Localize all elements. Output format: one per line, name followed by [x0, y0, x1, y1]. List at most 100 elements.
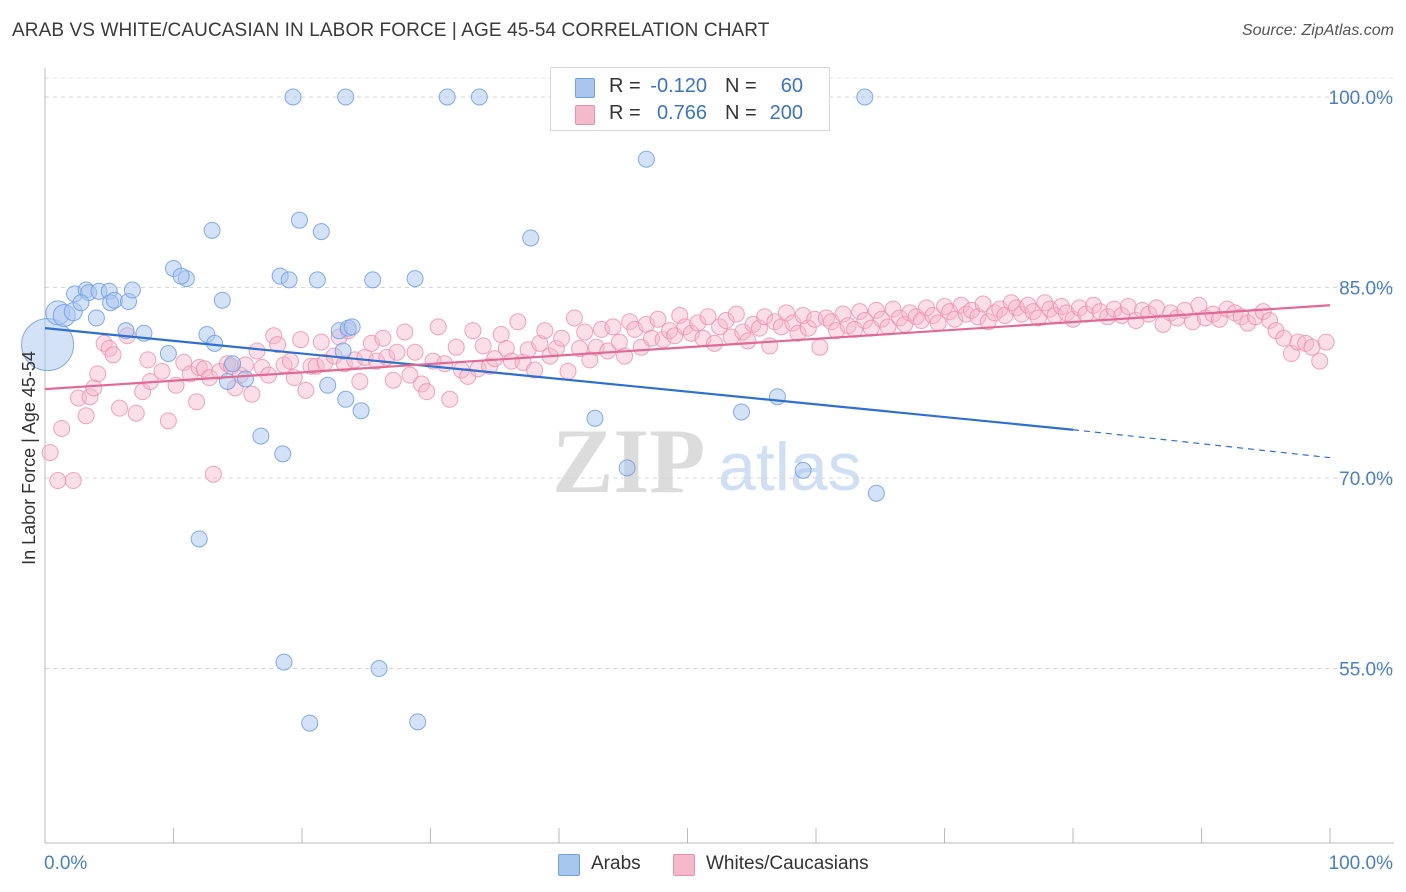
arabs-point	[224, 355, 242, 373]
arabs-point	[337, 88, 355, 106]
whites-point	[531, 334, 549, 352]
whites-point	[418, 383, 436, 401]
arabs-point	[275, 653, 293, 671]
whites-point	[1232, 308, 1250, 326]
arabs-point	[290, 211, 308, 229]
whites-point	[265, 327, 283, 345]
whites-point	[565, 309, 583, 327]
arabs-point	[190, 530, 208, 548]
arabs-point	[159, 345, 177, 363]
arabs-point	[794, 461, 812, 479]
arabs-point	[301, 714, 319, 732]
whites-point	[1070, 299, 1088, 317]
whites-point	[139, 351, 157, 369]
legend-n-value: 60	[780, 75, 803, 97]
whites-point	[1058, 304, 1076, 322]
legend-row-arabs: R = -0.120 N = 60	[551, 73, 829, 101]
whites-point	[204, 465, 222, 483]
arabs-point	[438, 88, 456, 106]
whites-point	[811, 338, 829, 356]
stats-legend: R = -0.120 N = 60 R = 0.766 N = 200	[550, 67, 830, 131]
whites-point	[188, 393, 206, 411]
arabs-point	[308, 271, 326, 289]
whites-point	[536, 322, 554, 340]
whites-point	[553, 329, 571, 347]
arabs-point	[72, 294, 90, 312]
whites-point	[1303, 338, 1321, 356]
arabs-points	[21, 88, 885, 732]
arabs-point	[284, 88, 302, 106]
arabs-point	[637, 150, 655, 168]
whites-point	[974, 295, 992, 313]
whites-point	[969, 308, 987, 326]
arabs-point	[312, 223, 330, 241]
whites-point	[243, 385, 261, 403]
whites-point	[867, 301, 885, 319]
x-tick-label: 0.0%	[44, 853, 87, 874]
source-credit: Source: ZipAtlas.com	[1241, 22, 1394, 39]
whites-point	[464, 322, 482, 340]
arabs-point	[352, 402, 370, 420]
whites-point	[727, 305, 745, 323]
whites-point	[302, 357, 320, 375]
whites-point	[979, 313, 997, 331]
whites-point	[711, 318, 729, 336]
arabs-point	[252, 427, 270, 445]
whites-point	[699, 308, 717, 326]
y-tick-labels: 100.0% 85.0% 70.0% 55.0%	[1329, 88, 1394, 681]
whites-point	[705, 334, 723, 352]
whites-point	[576, 323, 594, 341]
x-tick-label: 100.0%	[1329, 853, 1394, 874]
legend-label-arabs: Arabs	[591, 853, 641, 874]
whites-point	[1029, 309, 1047, 327]
whites-point	[1148, 299, 1166, 317]
arabs-point	[343, 318, 361, 336]
arabs-point	[87, 309, 105, 327]
whites-point	[401, 366, 419, 384]
whites-point	[1311, 352, 1329, 370]
whites-point	[388, 343, 406, 361]
whites-point	[936, 298, 953, 316]
whites-point	[474, 337, 492, 355]
whites-point	[789, 324, 807, 342]
legend-r-label: R =	[609, 102, 641, 124]
watermark-atlas: atlas	[718, 429, 862, 505]
arabs-point	[280, 271, 298, 289]
arabs-point	[409, 713, 427, 731]
whites-point	[351, 372, 369, 390]
legend-row-whites: R = 0.766 N = 200	[551, 100, 829, 128]
whites-point	[717, 312, 735, 330]
arabs-point	[618, 459, 636, 477]
arabs-trend-line	[44, 327, 1074, 431]
y-axis-label: In Labor Force | Age 45-54	[19, 351, 39, 565]
legend-n-value: 200	[769, 102, 803, 124]
arabs-point	[768, 388, 786, 406]
y-tick-label: 70.0%	[1339, 469, 1393, 490]
arabs-point	[337, 390, 355, 408]
series-legend: Arabs Whites/Caucasians	[0, 852, 1406, 878]
whites-point	[777, 304, 795, 322]
y-tick-label: 55.0%	[1339, 660, 1393, 681]
whites-point	[604, 318, 622, 336]
whites-point	[441, 390, 459, 408]
whites-point	[281, 352, 299, 370]
whites-point	[1254, 303, 1272, 321]
whites-point	[127, 404, 145, 422]
arabs-point	[522, 229, 540, 247]
legend-n-label: N =	[725, 75, 757, 97]
whites-point	[761, 337, 779, 355]
zipatlas-watermark: ZIP atlas	[552, 410, 862, 512]
legend-r-label: R =	[609, 75, 641, 97]
whites-point	[64, 472, 82, 490]
legend-swatch-arabs	[575, 78, 595, 98]
whites-point	[952, 296, 970, 314]
legend-swatch-whites	[575, 105, 595, 125]
arabs-point	[856, 88, 874, 106]
whites-point	[1275, 329, 1293, 347]
whites-point	[851, 303, 869, 321]
whites-trend-line	[44, 304, 1331, 391]
whites-point	[884, 300, 902, 318]
arabs-trend-extension	[1072, 429, 1331, 459]
whites-point	[81, 388, 99, 406]
